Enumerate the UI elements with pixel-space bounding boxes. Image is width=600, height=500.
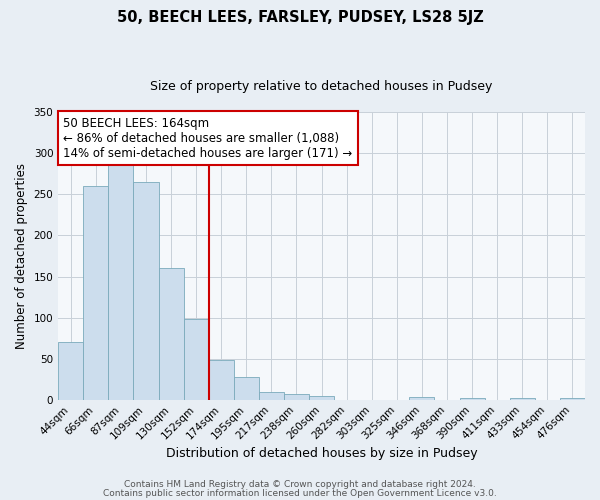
Bar <box>259 392 284 400</box>
Bar <box>560 398 585 400</box>
Bar <box>83 186 109 400</box>
Text: 50, BEECH LEES, FARSLEY, PUDSEY, LS28 5JZ: 50, BEECH LEES, FARSLEY, PUDSEY, LS28 5J… <box>116 10 484 25</box>
Bar <box>510 398 535 400</box>
Bar <box>234 376 259 400</box>
Text: Contains public sector information licensed under the Open Government Licence v3: Contains public sector information licen… <box>103 489 497 498</box>
Bar <box>184 319 209 400</box>
Bar <box>309 396 334 400</box>
X-axis label: Distribution of detached houses by size in Pudsey: Distribution of detached houses by size … <box>166 447 478 460</box>
Title: Size of property relative to detached houses in Pudsey: Size of property relative to detached ho… <box>151 80 493 93</box>
Bar <box>284 394 309 400</box>
Bar <box>409 398 434 400</box>
Bar <box>133 182 158 400</box>
Text: Contains HM Land Registry data © Crown copyright and database right 2024.: Contains HM Land Registry data © Crown c… <box>124 480 476 489</box>
Bar <box>460 398 485 400</box>
Bar <box>158 268 184 400</box>
Bar <box>209 360 234 400</box>
Y-axis label: Number of detached properties: Number of detached properties <box>15 163 28 349</box>
Bar <box>58 342 83 400</box>
Bar <box>109 158 133 400</box>
Text: 50 BEECH LEES: 164sqm
← 86% of detached houses are smaller (1,088)
14% of semi-d: 50 BEECH LEES: 164sqm ← 86% of detached … <box>64 116 353 160</box>
